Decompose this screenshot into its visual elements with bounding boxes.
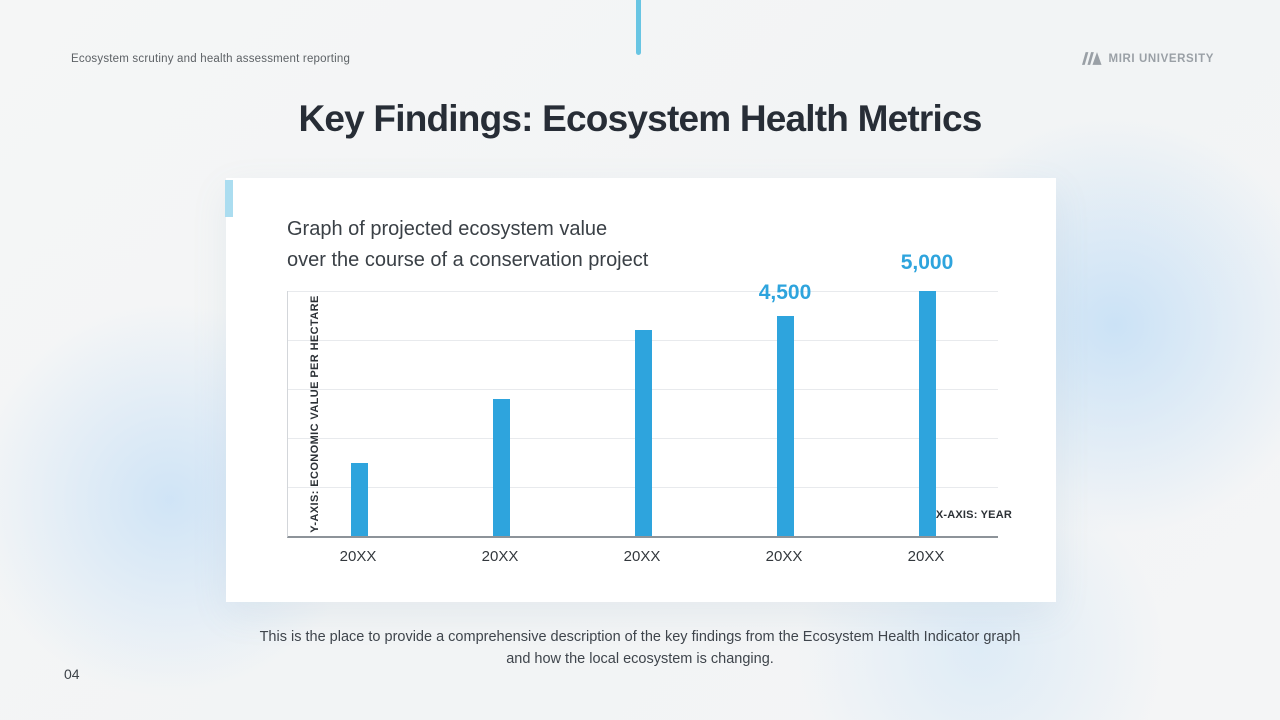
bar-column: 5,000: [856, 251, 998, 536]
university-logo-icon: [1081, 52, 1102, 65]
bar: [634, 330, 652, 536]
x-tick-label: 20XX: [481, 548, 519, 565]
chart-title: Graph of projected ecosystem value over …: [287, 214, 648, 276]
plot-area: Y-AXIS: ECONOMIC VALUE PER HECTARE X-AXI…: [287, 251, 1012, 538]
card-accent-notch: [225, 180, 233, 217]
page-number: 04: [64, 666, 80, 682]
chart-title-line1: Graph of projected ecosystem value: [287, 218, 608, 240]
x-tick-label: 20XX: [907, 548, 945, 565]
header-subtitle: Ecosystem scrutiny and health assessment…: [71, 53, 351, 65]
x-tick-label: 20XX: [623, 548, 661, 565]
bars-row: 4,500 5,000: [288, 251, 998, 536]
x-tick-label: 20XX: [339, 548, 377, 565]
bar-column: [288, 291, 430, 536]
top-accent-line: [636, 0, 641, 55]
bar-column: [572, 291, 714, 536]
bar: [918, 291, 936, 536]
chart-card: Graph of projected ecosystem value over …: [226, 178, 1056, 602]
bar: [776, 315, 794, 536]
gridline: [288, 290, 998, 292]
description-line2: and how the local ecosystem is changing.: [506, 651, 774, 667]
x-tick-row: 20XX 20XX 20XX 20XX 20XX: [287, 548, 997, 565]
chart-title-line2: over the course of a conservation projec…: [287, 249, 649, 271]
description-line1: This is the place to provide a comprehen…: [259, 629, 1021, 645]
slide-title: Key Findings: Ecosystem Health Metrics: [298, 98, 982, 139]
brand-name: MIRI UNIVERSITY: [1108, 52, 1214, 65]
x-tick-label: 20XX: [765, 548, 803, 565]
bar: [492, 398, 510, 536]
bar: [350, 462, 368, 536]
description-text: This is the place to provide a comprehen…: [0, 626, 1280, 670]
bar-column: [430, 291, 572, 536]
brand: MIRI UNIVERSITY: [1081, 52, 1214, 65]
bar-value-label: 5,000: [900, 251, 954, 274]
x-axis-label: X-AXIS: YEAR: [935, 509, 1012, 521]
bar-value-label: 4,500: [758, 280, 812, 304]
bar-column: 4,500: [714, 281, 856, 536]
